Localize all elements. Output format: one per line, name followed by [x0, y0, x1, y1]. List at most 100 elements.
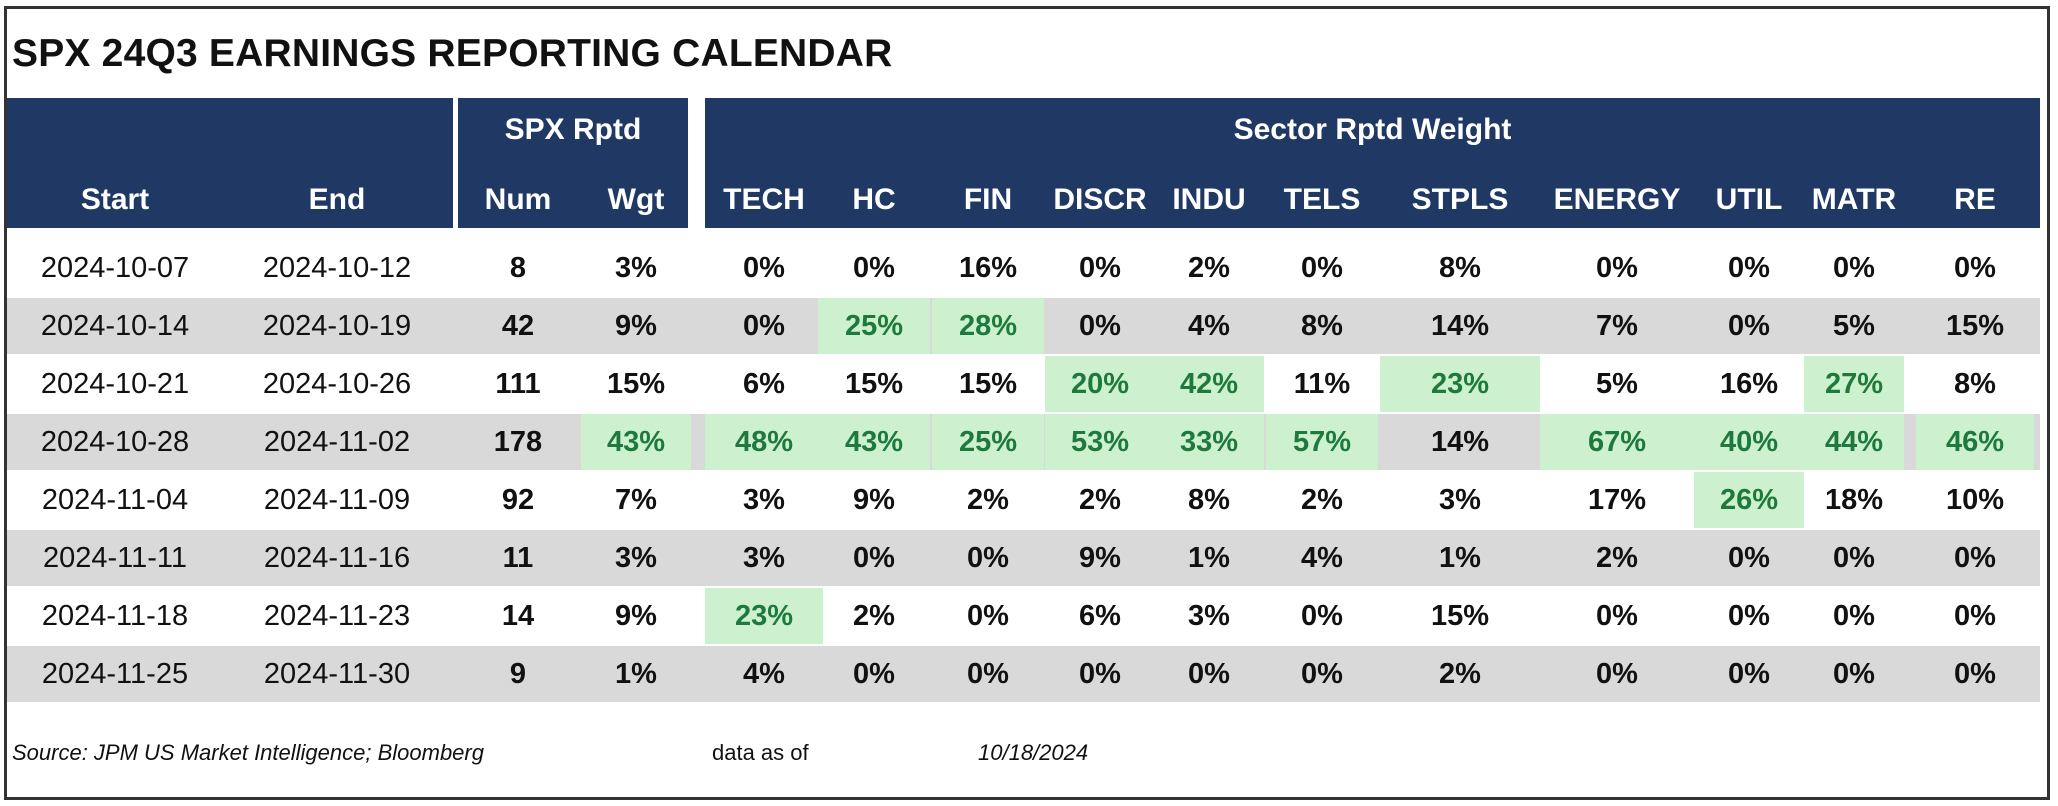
cell-matr: 0% — [1833, 658, 1875, 690]
column-header-tels: TELS — [1283, 183, 1361, 216]
table-row: 2024-11-11 2024-11-16 11 3% 3% 0% 0% 9% 1% 4% 1% 2%… — [7, 530, 2040, 586]
cell-util: 0% — [1728, 600, 1770, 632]
cell-tech: 6% — [743, 368, 785, 400]
cell-tels: 2% — [1301, 484, 1343, 516]
column-header-discr: DISCR — [1053, 183, 1147, 216]
cell-energy: 2% — [1596, 542, 1638, 574]
cell-energy: 17% — [1587, 484, 1647, 516]
cell-indu: 4% — [1188, 310, 1230, 342]
header-spx-block — [458, 98, 688, 228]
cell-fin: 15% — [958, 368, 1018, 400]
cell-stpls: 3% — [1439, 484, 1481, 516]
cell-num: 42 — [501, 310, 535, 342]
cell-tels: 0% — [1301, 658, 1343, 690]
source-note: Source: JPM US Market Intelligence; Bloo… — [12, 740, 484, 765]
cell-tels: 4% — [1301, 542, 1343, 574]
cell-tels: 0% — [1301, 600, 1343, 632]
header-sector-block — [705, 98, 2040, 228]
cell-util: 26% — [1694, 472, 1804, 528]
cell-util: 0% — [1728, 658, 1770, 690]
column-header-indu: INDU — [1172, 183, 1246, 216]
column-header-fin: FIN — [963, 183, 1013, 216]
column-header-util: UTIL — [1715, 183, 1783, 216]
cell-energy: 5% — [1596, 368, 1638, 400]
cell-wgt: 1% — [615, 658, 657, 690]
cell-fin: 16% — [958, 252, 1018, 284]
column-header-end: End — [308, 183, 366, 216]
cell-fin: 0% — [967, 658, 1009, 690]
table-frame — [4, 6, 2050, 800]
cell-num: 111 — [495, 368, 541, 400]
cell-matr: 5% — [1833, 310, 1875, 342]
header-date-block — [7, 98, 453, 228]
cell-matr: 0% — [1833, 600, 1875, 632]
cell-util: 16% — [1719, 368, 1779, 400]
table-row: 2024-10-21 2024-10-26 111 15% 6% 15% 15% 20% 42%… — [7, 356, 2040, 412]
cell-stpls: 1% — [1439, 542, 1481, 574]
column-header-energy: ENERGY — [1553, 183, 1681, 216]
cell-num: 11 — [502, 542, 534, 574]
cell-wgt: 15% — [606, 368, 666, 400]
cell-tech: 0% — [743, 252, 785, 284]
cell-num: 92 — [501, 484, 535, 516]
cell-indu: 1% — [1188, 542, 1230, 574]
cell-wgt: 43% — [581, 414, 691, 470]
table-row: 2024-10-07 2024-10-12 8 3% 0% 0% 16% 0% 2% 0% 8% 0%… — [7, 240, 2040, 296]
cell-indu: 42% — [1154, 356, 1264, 412]
cell-discr: 20% — [1045, 356, 1155, 412]
cell-hc: 0% — [853, 542, 895, 574]
cell-end: 2024-11-02 — [263, 426, 411, 458]
data-as-of-label: data as of — [712, 740, 809, 765]
cell-end: 2024-10-19 — [262, 310, 412, 342]
cell-re: 15% — [1945, 310, 2005, 342]
cell-hc: 0% — [853, 252, 895, 284]
cell-util: 40% — [1694, 414, 1804, 470]
table-row: 2024-11-18 2024-11-23 14 9% 23% 2% 0% 6% 3% 0% 15%… — [7, 588, 2040, 644]
page-title: SPX 24Q3 EARNINGS REPORTING CALENDAR — [12, 32, 893, 75]
cell-wgt: 7% — [615, 484, 657, 516]
cell-hc: 2% — [853, 600, 895, 632]
cell-matr: 44% — [1804, 414, 1904, 470]
cell-discr: 53% — [1045, 414, 1155, 470]
cell-wgt: 3% — [615, 252, 657, 284]
table-row: 2024-10-14 2024-10-19 42 9% 0% 25% 28% 0% 4% 8% 14… — [7, 298, 2040, 354]
cell-stpls: 23% — [1380, 356, 1540, 412]
cell-tels: 8% — [1301, 310, 1343, 342]
cell-start: 2024-10-21 — [40, 368, 190, 400]
cell-stpls: 14% — [1430, 426, 1490, 458]
cell-discr: 2% — [1079, 484, 1121, 516]
column-header-hc: HC — [852, 183, 896, 216]
cell-re: 0% — [1954, 600, 1996, 632]
cell-tech: 3% — [743, 542, 785, 574]
cell-start: 2024-10-28 — [40, 426, 190, 458]
cell-fin: 0% — [967, 600, 1009, 632]
cell-energy: 0% — [1596, 600, 1638, 632]
cell-fin: 2% — [967, 484, 1009, 516]
cell-re: 10% — [1945, 484, 2005, 516]
cell-indu: 3% — [1188, 600, 1230, 632]
data-as-of-date: 10/18/2024 — [978, 740, 1089, 765]
cell-stpls: 2% — [1439, 658, 1481, 690]
cell-discr: 0% — [1079, 252, 1121, 284]
cell-discr: 9% — [1079, 542, 1121, 574]
column-header-matr: MATR — [1811, 183, 1897, 216]
cell-hc: 0% — [853, 658, 895, 690]
cell-energy: 7% — [1596, 310, 1638, 342]
cell-num: 9 — [509, 658, 527, 690]
cell-re: 46% — [1916, 414, 2034, 470]
table-row: 2024-10-28 2024-11-02 178 43% 48% 43% 25% 53% 33… — [7, 414, 2040, 470]
cell-start: 2024-10-07 — [40, 252, 190, 284]
cell-tech: 23% — [705, 588, 823, 644]
cell-fin: 28% — [932, 298, 1044, 354]
cell-num: 14 — [501, 600, 535, 632]
cell-re: 0% — [1954, 252, 1996, 284]
cell-end: 2024-11-16 — [263, 542, 411, 574]
cell-stpls: 8% — [1439, 252, 1481, 284]
cell-num: 8 — [509, 252, 527, 284]
cell-re: 8% — [1954, 368, 1996, 400]
cell-energy: 67% — [1540, 414, 1694, 470]
cell-tels: 11% — [1293, 368, 1351, 400]
cell-end: 2024-11-09 — [263, 484, 411, 516]
column-header-stpls: STPLS — [1411, 183, 1509, 216]
cell-tech: 3% — [743, 484, 785, 516]
